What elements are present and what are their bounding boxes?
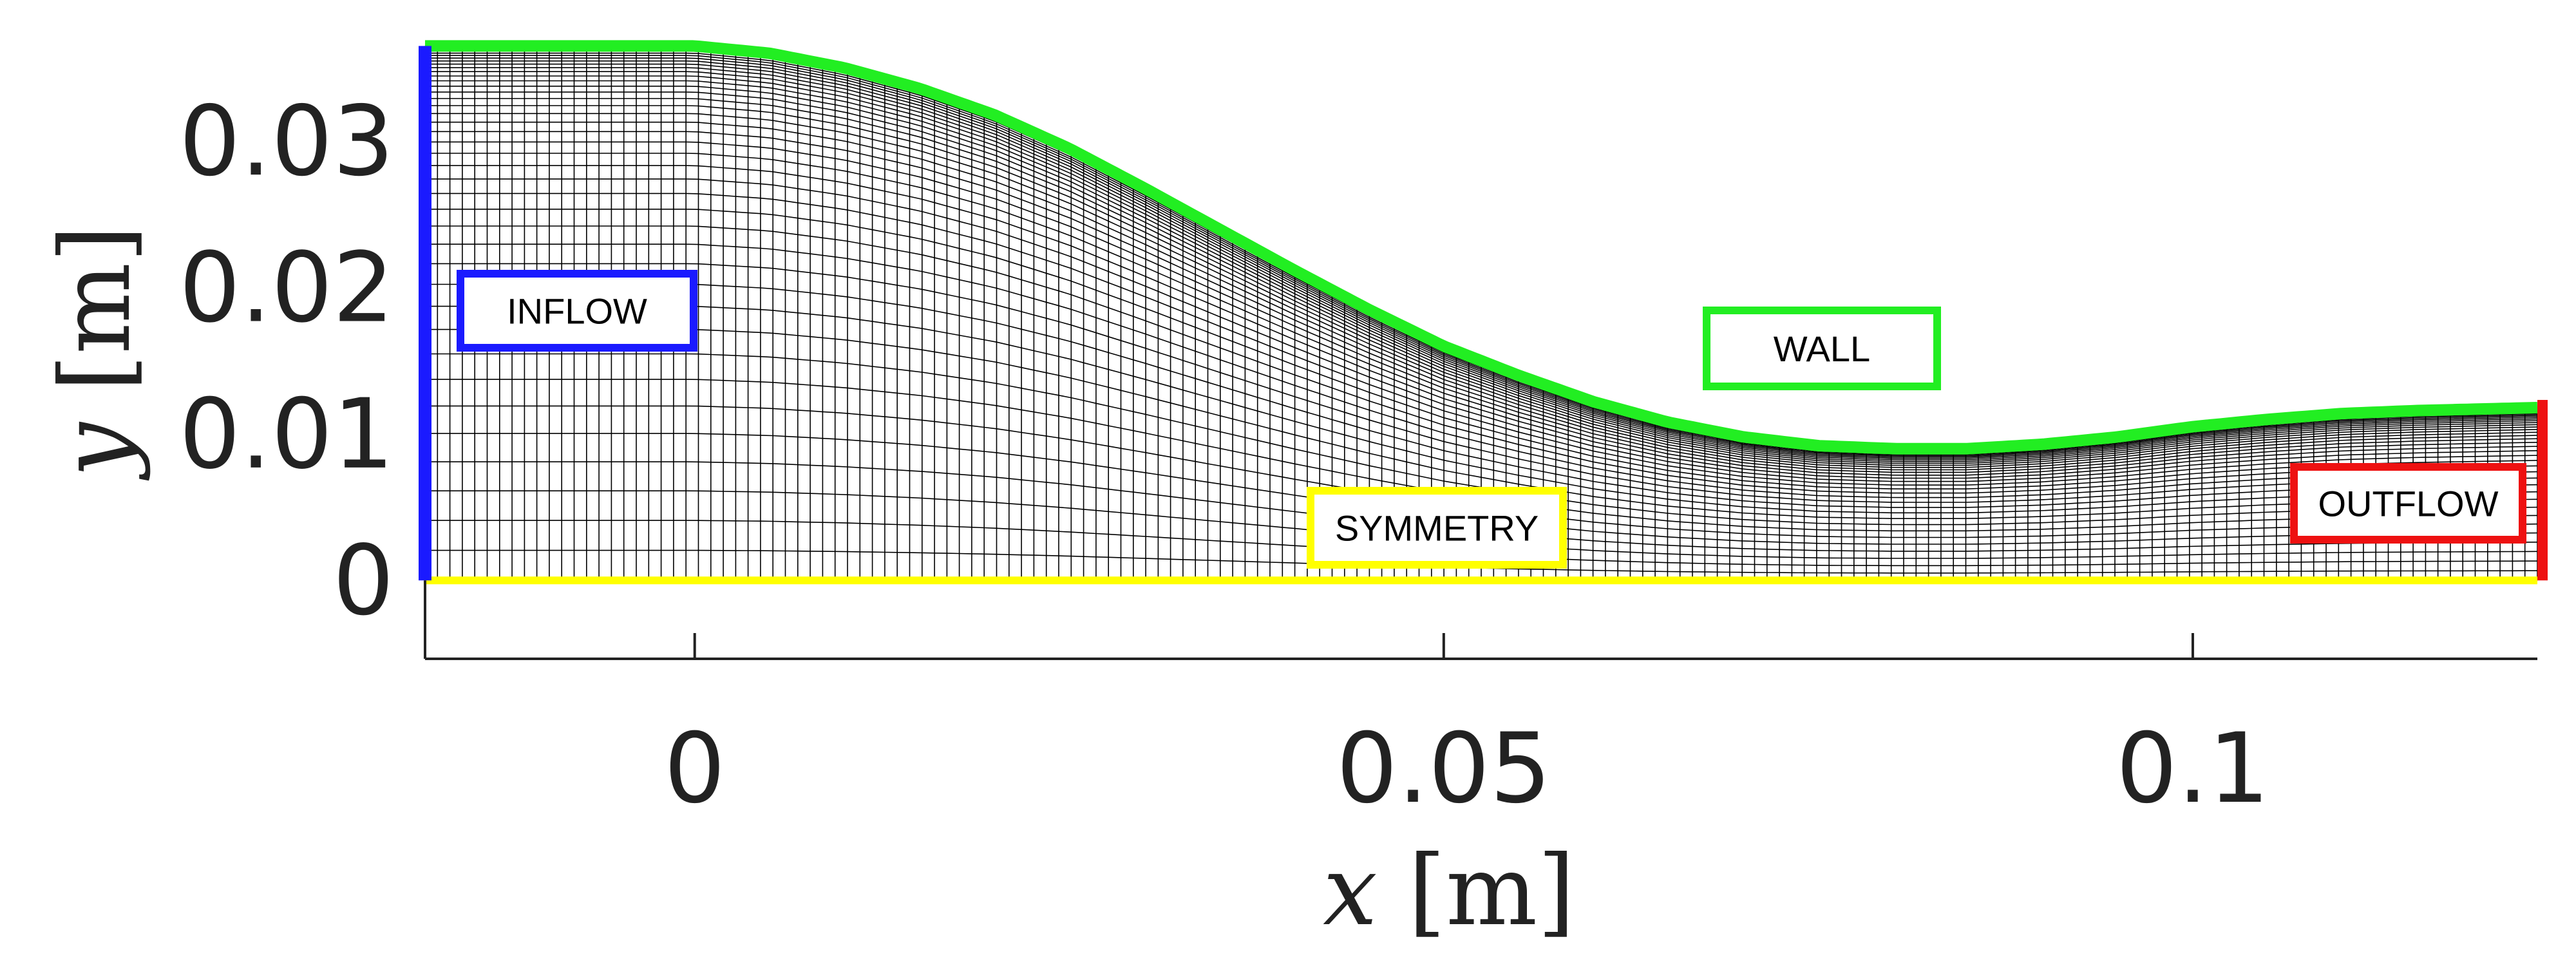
region-label-box [1703, 307, 1941, 390]
x-axis-unit: [m] [1408, 835, 1575, 947]
region-label-outflow: OUTFLOW [2290, 463, 2526, 544]
region-label-box [1307, 487, 1567, 569]
x-axis-variable: x [1323, 835, 1378, 947]
wall-boundary [425, 40, 2538, 455]
region-label-text: OUTFLOW [2318, 484, 2499, 524]
x-tick-label: 0.05 [1336, 713, 1551, 825]
region-label-symmetry: SYMMETRY [1307, 487, 1567, 569]
y-axis-label: y [m] [40, 225, 152, 481]
x-tick-label: 0 [664, 713, 725, 825]
region-label-text: SYMMETRY [1335, 508, 1539, 549]
boundary-lines [419, 40, 2548, 585]
y-tick-label: 0.01 [179, 379, 394, 491]
y-axis-variable: y [40, 421, 152, 481]
y-axis-unit: [m] [40, 225, 152, 392]
region-label-box [2290, 463, 2526, 544]
region-label-box [457, 270, 697, 352]
region-label-text: INFLOW [507, 291, 647, 332]
region-label-inflow: INFLOW [457, 270, 697, 352]
axes: 0 0.05 0.1 0 0.01 0.02 0.03 [179, 86, 2537, 825]
y-tick-label: 0 [333, 525, 394, 637]
x-tick-label: 0.1 [2116, 713, 2270, 825]
y-tick-label: 0.03 [179, 86, 394, 198]
region-labels: INFLOW WALL SYMMETRY OUTFLOW [457, 270, 2526, 569]
region-label-wall: WALL [1703, 307, 1941, 390]
x-axis-label: x [m] [1323, 835, 1575, 947]
y-tick-label: 0.02 [179, 232, 394, 345]
region-label-text: WALL [1774, 328, 1870, 369]
